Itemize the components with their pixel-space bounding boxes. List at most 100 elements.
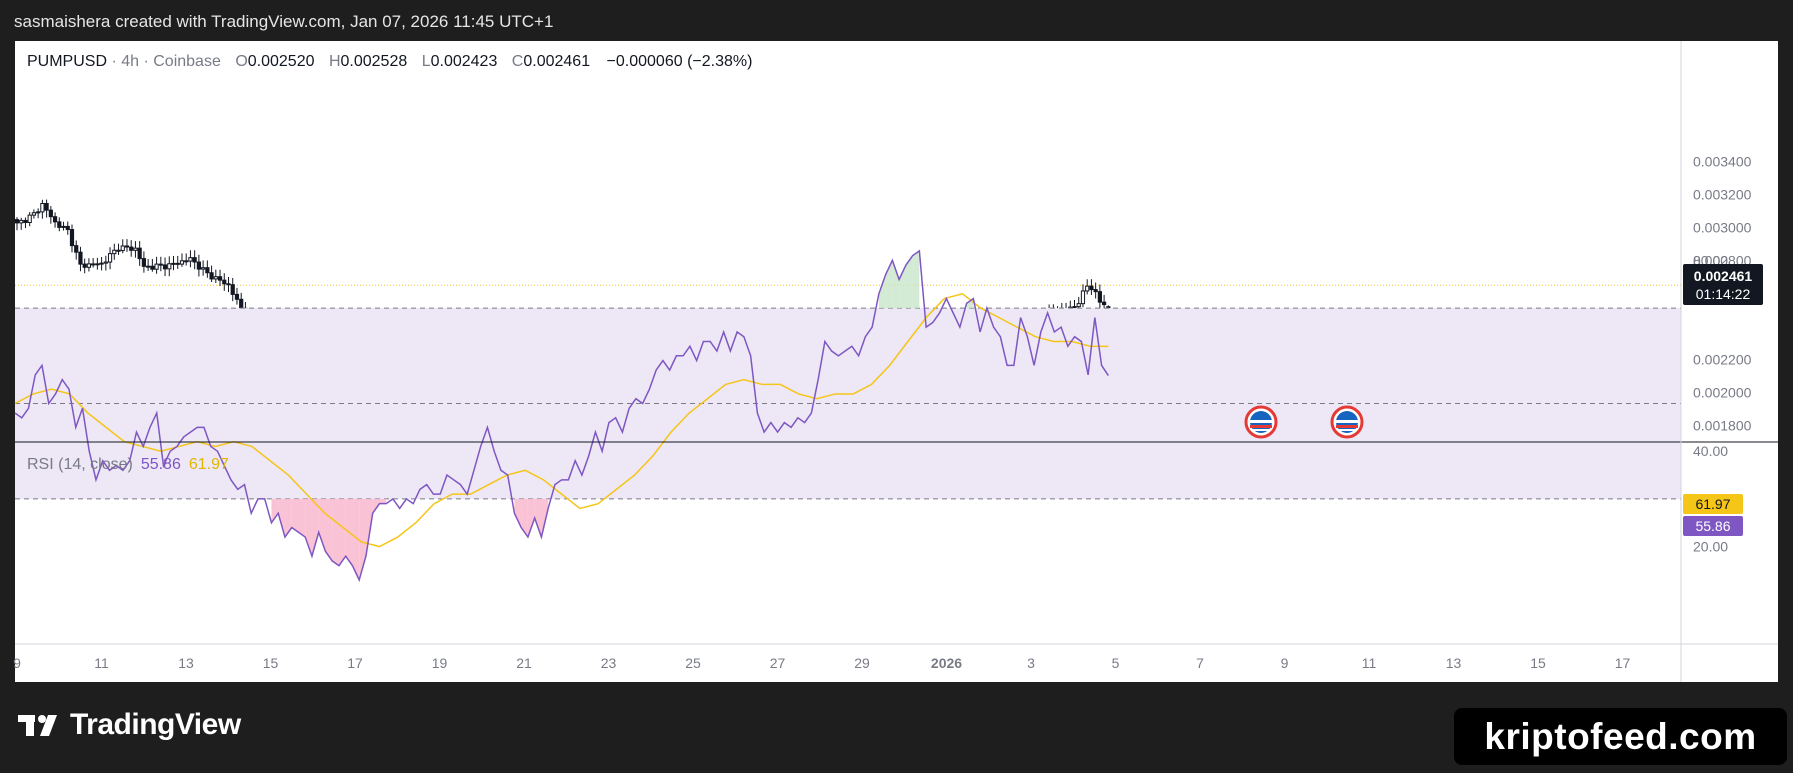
- candle-body: [162, 264, 168, 270]
- time-tick-label: 2026: [931, 655, 962, 671]
- candle-body: [158, 263, 163, 266]
- rsi-ma-badge-value: 61.97: [1695, 496, 1730, 512]
- candle-body: [141, 258, 147, 267]
- rsi-oversold-fill: [514, 498, 522, 528]
- time-tick-label: 11: [94, 655, 109, 671]
- rsi-badge: [1683, 516, 1743, 536]
- rsi-tick-label: 40.00: [1693, 443, 1728, 459]
- legend-separator: ·: [139, 53, 154, 70]
- candle-body: [95, 263, 100, 266]
- time-tick-label: 11: [1362, 655, 1377, 671]
- tradingview-logo[interactable]: TradingView: [18, 708, 241, 742]
- rsi-oversold-fill: [278, 498, 285, 538]
- candle-body: [52, 216, 58, 223]
- price-tick-label: 0.002000: [1693, 385, 1752, 401]
- us-flag-event-icon[interactable]: [1244, 405, 1278, 439]
- event-markers[interactable]: [1244, 405, 1364, 439]
- candle-body: [78, 251, 83, 265]
- candle-body: [31, 212, 37, 216]
- legend-separator: ·: [107, 53, 122, 70]
- candle-body: [1076, 303, 1081, 308]
- price-tick-label: 0.003200: [1693, 187, 1752, 203]
- candle-body: [103, 261, 108, 264]
- candle-body: [146, 265, 151, 268]
- time-tick-label: 17: [347, 655, 363, 671]
- rsi-title[interactable]: RSI (14, close): [27, 456, 133, 473]
- candle-body: [1085, 285, 1090, 292]
- rsi-oversold-fill: [527, 498, 535, 538]
- time-tick-label: 15: [263, 655, 279, 671]
- us-flag-event-icon[interactable]: [1330, 405, 1364, 439]
- candle-body: [217, 276, 223, 281]
- price-tick-label: 0.002200: [1693, 352, 1752, 368]
- time-tick-label: 19: [432, 655, 448, 671]
- rsi-value: 55.86: [140, 456, 181, 473]
- candle-body: [27, 214, 32, 223]
- time-tick-label: 25: [685, 655, 701, 671]
- rsi-oversold-fill: [521, 498, 528, 538]
- time-tick-label: 9: [13, 655, 21, 671]
- open-value: 0.002520: [247, 53, 315, 70]
- candle-body: [61, 225, 66, 228]
- last-price-badge: [1683, 264, 1763, 305]
- rsi-tick-label: 20.00: [1693, 539, 1728, 555]
- candle-body: [65, 225, 70, 231]
- candle-body: [129, 246, 134, 251]
- candle-body: [133, 247, 138, 251]
- rsi-overbought-fill: [878, 274, 886, 309]
- candle-body: [44, 202, 49, 211]
- price-tick-label: 0.003400: [1693, 154, 1752, 170]
- candle-body: [86, 263, 92, 268]
- candle-body: [91, 263, 96, 266]
- rsi-pane[interactable]: [14, 249, 1681, 583]
- low-label: L: [421, 53, 431, 70]
- rsi-oversold-fill: [298, 498, 306, 538]
- rsi-oversold-fill: [291, 498, 299, 533]
- rsi-overbought-fill: [892, 260, 900, 309]
- symbol-name[interactable]: PUMPUSD: [27, 53, 108, 70]
- time-tick-label: 3: [1027, 655, 1035, 671]
- bar-countdown: 01:14:22: [1696, 286, 1751, 302]
- time-tick-label: 21: [516, 655, 532, 671]
- candle-body: [1080, 290, 1086, 305]
- rsi-oversold-fill: [271, 498, 279, 523]
- candle-body: [23, 219, 28, 223]
- price-tick-label: 0.003000: [1693, 220, 1752, 236]
- rsi-overbought-fill: [905, 255, 913, 309]
- rsi-oversold-fill: [352, 498, 360, 580]
- open-label: O: [235, 53, 248, 70]
- candle-body: [116, 249, 121, 252]
- rsi-ma-value: 61.97: [188, 456, 229, 473]
- attribution-text: sasmaishera created with TradingView.com…: [14, 12, 554, 31]
- price-badges: 0.002461 01:14:22 61.97 55.86: [1683, 264, 1763, 536]
- symbol-legend[interactable]: PUMPUSD · 4h · Coinbase O0.002520 H0.002…: [27, 53, 752, 71]
- candle-body: [14, 219, 20, 224]
- candle-body: [209, 272, 214, 280]
- candle-body: [184, 260, 189, 263]
- rsi-oversold-fill: [305, 498, 312, 557]
- candle-body: [99, 262, 104, 265]
- chart-canvas[interactable]: 0.0034000.0032000.0030000.0028000.002600…: [0, 0, 1793, 700]
- candle-body: [1089, 285, 1094, 291]
- rsi-oversold-fill: [332, 498, 339, 566]
- candle-body: [234, 293, 240, 300]
- time-tick-label: 17: [1615, 655, 1631, 671]
- rsi-oversold-fill: [338, 498, 346, 566]
- candle-body: [201, 267, 206, 270]
- time-tick-label: 27: [770, 655, 786, 671]
- candle-body: [192, 257, 197, 263]
- candle-body: [19, 219, 24, 224]
- candle-body: [213, 276, 218, 280]
- candle-body: [82, 263, 87, 268]
- candle-body: [120, 245, 125, 252]
- high-value: 0.002528: [340, 53, 408, 70]
- candle-body: [48, 209, 53, 218]
- candle-body: [40, 202, 45, 213]
- price-tick-label: 0.001800: [1693, 418, 1752, 434]
- candle-body: [69, 229, 75, 247]
- rsi-legend[interactable]: RSI (14, close) 55.86 61.97: [27, 456, 229, 474]
- rsi-oversold-fill: [534, 498, 542, 538]
- candle-body: [179, 260, 185, 265]
- high-label: H: [328, 53, 341, 70]
- symbol-interval[interactable]: 4h: [121, 53, 140, 70]
